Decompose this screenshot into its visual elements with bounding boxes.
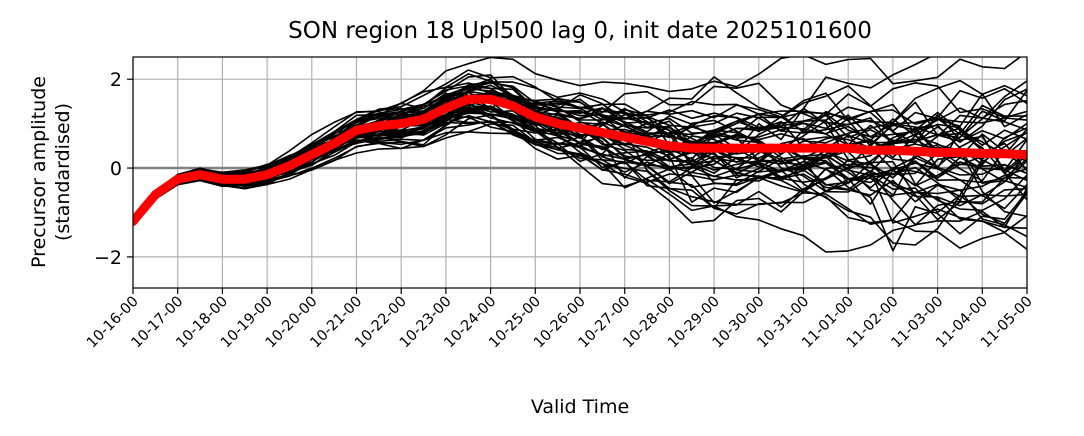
ensemble-member-line — [133, 73, 1027, 222]
ensemble-member-line — [133, 123, 1027, 250]
y-tick-label: −2 — [94, 247, 122, 269]
x-axis-label: Valid Time — [531, 396, 629, 418]
y-axis-ticks: −2 0 2 — [94, 69, 133, 269]
chart-title: SON region 18 Upl500 lag 0, init date 20… — [288, 18, 872, 44]
ensemble-mean-line — [133, 94, 1027, 226]
y-tick-label: 0 — [110, 158, 122, 180]
ensemble-member-line — [133, 81, 1027, 221]
ensemble-mean — [133, 94, 1027, 226]
plot-area — [133, 57, 1027, 253]
y-tick-label: 2 — [110, 69, 122, 91]
y-axis-label-line-2: (standardised) — [52, 103, 74, 241]
ensemble-member-line — [133, 57, 1022, 219]
x-axis-ticks: 10-16-0010-17-0010-18-0010-19-0010-20-00… — [84, 288, 1036, 351]
y-axis-label-line-1: Precursor amplitude — [28, 76, 50, 268]
ensemble-member-line — [133, 118, 1027, 252]
